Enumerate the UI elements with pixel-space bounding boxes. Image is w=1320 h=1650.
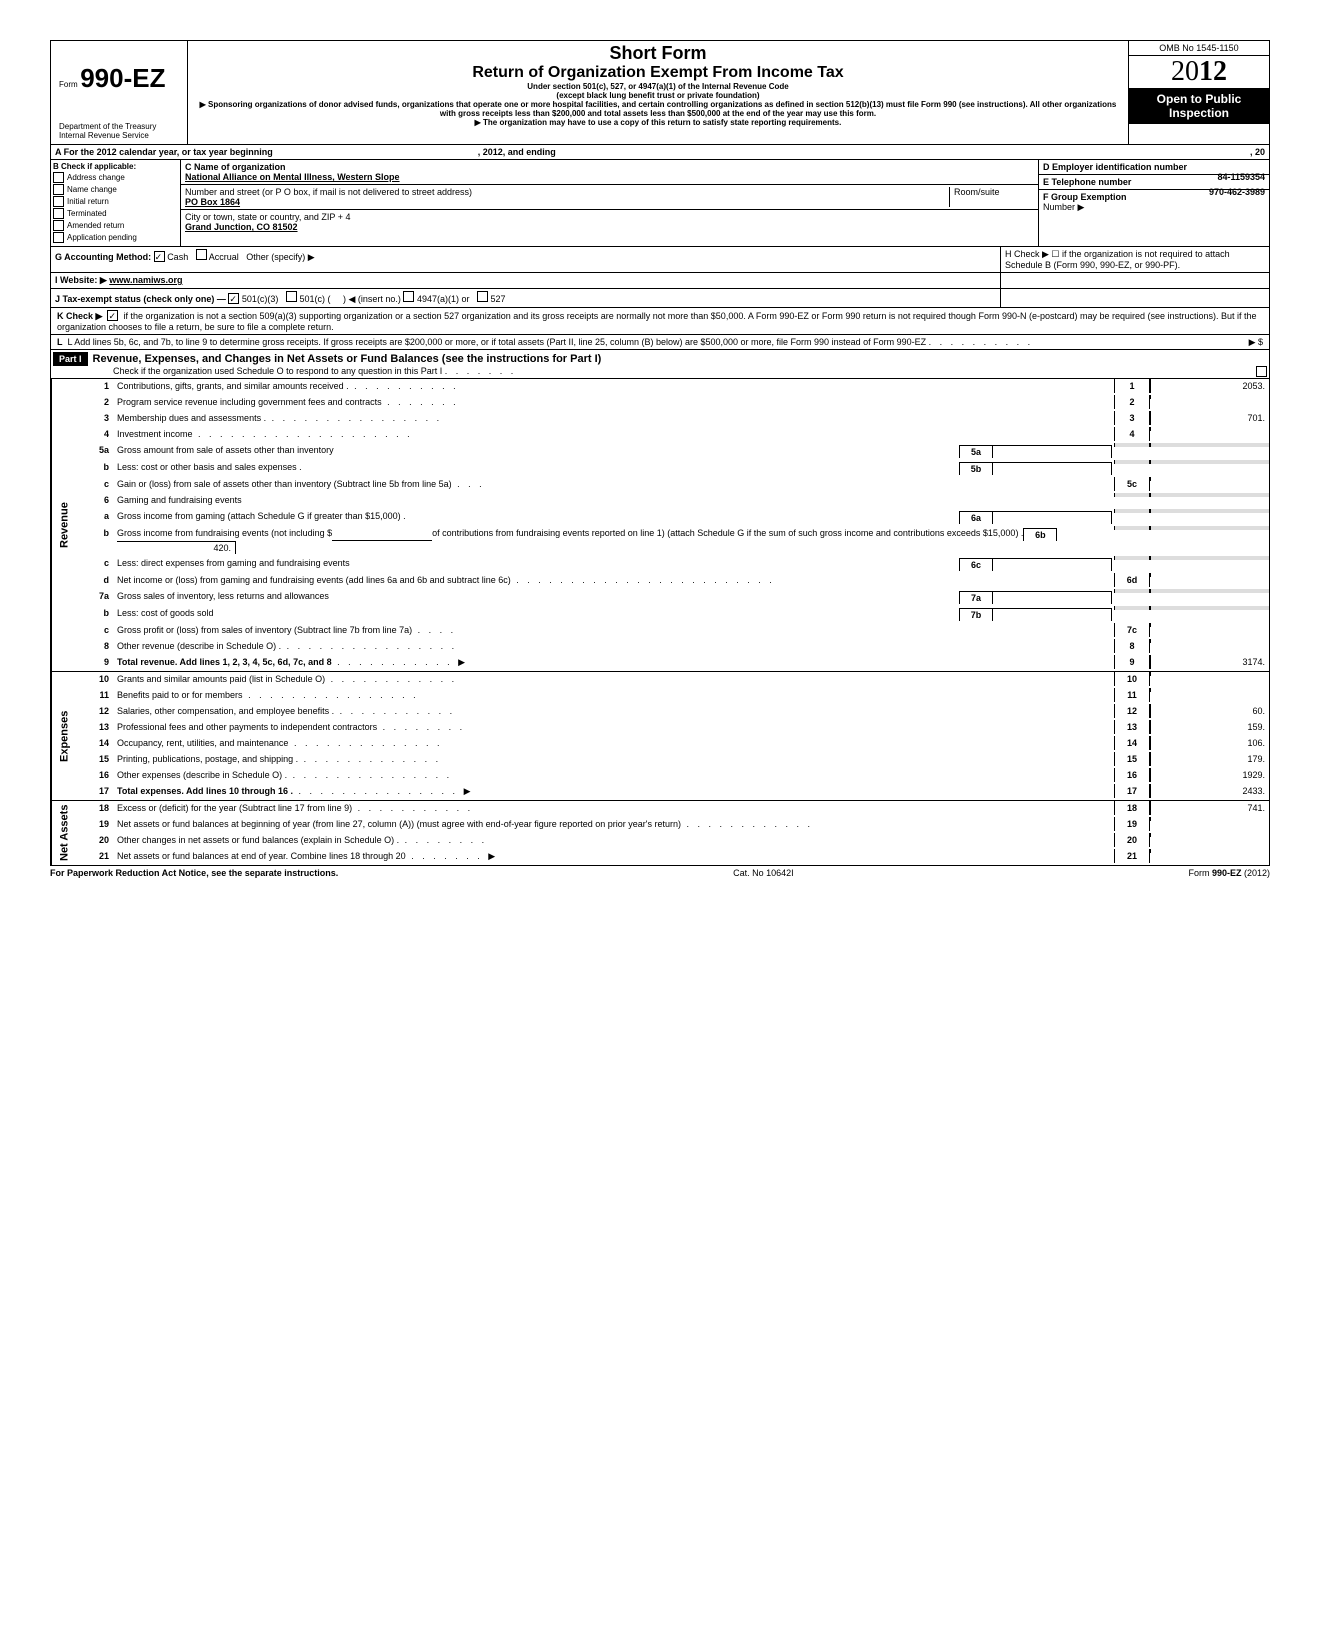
year: 2012 xyxy=(1129,56,1269,88)
city-label: City or town, state or country, and ZIP … xyxy=(185,212,351,222)
a-end: , 20 xyxy=(1250,147,1265,157)
d-row: D Employer identification number 84-1159… xyxy=(1039,160,1269,175)
l-arrow: ▶ $ xyxy=(1249,337,1263,348)
city: Grand Junction, CO 81502 xyxy=(185,222,298,232)
l-row: L L Add lines 5b, 6c, and 7b, to line 9 … xyxy=(50,335,1270,350)
a-mid: , 2012, and ending xyxy=(478,147,556,157)
title-sponsor: ▶ Sponsoring organizations of donor advi… xyxy=(196,100,1120,118)
k-text: if the organization is not a section 509… xyxy=(57,311,1257,332)
footer: For Paperwork Reduction Act Notice, see … xyxy=(50,866,1270,880)
cb-527[interactable] xyxy=(477,291,488,302)
footer-left: For Paperwork Reduction Act Notice, see … xyxy=(50,868,338,878)
form-prefix: Form xyxy=(59,80,78,89)
b-label: B Check if applicable: xyxy=(53,162,178,171)
org-name: National Alliance on Mental Illness, Wes… xyxy=(185,172,400,182)
city-row: City or town, state or country, and ZIP … xyxy=(181,210,1038,234)
cb-initial[interactable] xyxy=(53,196,64,207)
title-box: Short Form Return of Organization Exempt… xyxy=(188,41,1129,144)
cb-pending[interactable] xyxy=(53,232,64,243)
room-label: Room/suite xyxy=(949,187,1034,207)
e-label: E Telephone number xyxy=(1043,177,1131,187)
j-label: J Tax-exempt status (check only one) — xyxy=(55,294,226,304)
omb: OMB No 1545-1150 xyxy=(1129,41,1269,56)
k-row: K Check ▶ if the organization is not a s… xyxy=(50,308,1270,335)
side-expenses: Expenses xyxy=(51,672,77,800)
side-netassets: Net Assets xyxy=(51,801,77,865)
section-a: A For the 2012 calendar year, or tax yea… xyxy=(50,145,1270,160)
title-under: Under section 501(c), 527, or 4947(a)(1)… xyxy=(196,82,1120,91)
check-col: B Check if applicable: Address change Na… xyxy=(51,160,181,246)
g-label: G Accounting Method: xyxy=(55,252,151,262)
i-row: I Website: ▶ www.namiws.org xyxy=(50,273,1270,289)
cb-amended[interactable] xyxy=(53,220,64,231)
c-label: C Name of organization xyxy=(185,162,286,172)
footer-right: Form 990-EZ (2012) xyxy=(1188,868,1270,878)
k-label: K Check ▶ xyxy=(57,311,102,321)
cb-name[interactable] xyxy=(53,184,64,195)
netassets-section: Net Assets 18Excess or (deficit) for the… xyxy=(50,801,1270,866)
dept: Department of the Treasury xyxy=(59,122,179,131)
cb-4947[interactable] xyxy=(403,291,414,302)
phone: 970-462-3989 xyxy=(1209,187,1265,197)
part1-header: Part I Revenue, Expenses, and Changes in… xyxy=(50,350,1270,379)
form-number-box: Form 990-EZ Department of the Treasury I… xyxy=(51,41,188,144)
cb-accrual[interactable] xyxy=(196,249,207,260)
cb-501c[interactable] xyxy=(286,291,297,302)
cb-address[interactable] xyxy=(53,172,64,183)
part1-check: Check if the organization used Schedule … xyxy=(113,366,442,376)
title-sub: Return of Organization Exempt From Incom… xyxy=(196,64,1120,82)
f-label: F Group Exemption xyxy=(1043,192,1127,202)
c-row: C Name of organization National Alliance… xyxy=(181,160,1038,185)
cb-501c3[interactable] xyxy=(228,293,239,304)
cb-cash[interactable] xyxy=(154,251,165,262)
form-number: 990-EZ xyxy=(80,63,165,93)
title-except: (except black lung benefit trust or priv… xyxy=(196,91,1120,100)
side-revenue: Revenue xyxy=(51,379,77,671)
street: PO Box 1864 xyxy=(185,197,240,207)
street-label: Number and street (or P O box, if mail i… xyxy=(185,187,472,197)
cb-terminated[interactable] xyxy=(53,208,64,219)
gh-row: G Accounting Method: Cash Accrual Other … xyxy=(50,247,1270,273)
expenses-section: Expenses 10Grants and similar amounts pa… xyxy=(50,672,1270,801)
revenue-section: Revenue 1Contributions, gifts, grants, a… xyxy=(50,379,1270,672)
ein: 84-1159354 xyxy=(1217,172,1265,182)
bcdef-row: B Check if applicable: Address change Na… xyxy=(50,160,1270,247)
f2-label: Number ▶ xyxy=(1043,202,1084,212)
cb-k[interactable] xyxy=(107,310,118,321)
title-copy: ▶ The organization may have to use a cop… xyxy=(196,118,1120,127)
year-box: OMB No 1545-1150 2012 Open to Public Ins… xyxy=(1129,41,1269,144)
a-label: A For the 2012 calendar year, or tax yea… xyxy=(55,147,273,157)
l-text: L Add lines 5b, 6c, and 7b, to line 9 to… xyxy=(68,337,927,347)
title-main: Short Form xyxy=(196,43,1120,64)
form-header: Form 990-EZ Department of the Treasury I… xyxy=(50,40,1270,145)
open-public: Open to Public Inspection xyxy=(1129,88,1269,124)
cb-part1[interactable] xyxy=(1256,366,1267,377)
irs: Internal Revenue Service xyxy=(59,131,179,140)
street-row: Number and street (or P O box, if mail i… xyxy=(181,185,1038,210)
part1-label: Part I xyxy=(53,352,88,366)
d-label: D Employer identification number xyxy=(1043,162,1187,172)
right-col: D Employer identification number 84-1159… xyxy=(1038,160,1269,246)
j-row: J Tax-exempt status (check only one) — 5… xyxy=(50,289,1270,308)
website: www.namiws.org xyxy=(109,275,182,285)
footer-mid: Cat. No 10642I xyxy=(733,868,794,878)
part1-title: Revenue, Expenses, and Changes in Net As… xyxy=(93,353,602,365)
mid-col: C Name of organization National Alliance… xyxy=(181,160,1038,246)
h-box: H Check ▶ ☐ if the organization is not r… xyxy=(1000,247,1269,272)
i-label: I Website: ▶ xyxy=(55,275,107,285)
